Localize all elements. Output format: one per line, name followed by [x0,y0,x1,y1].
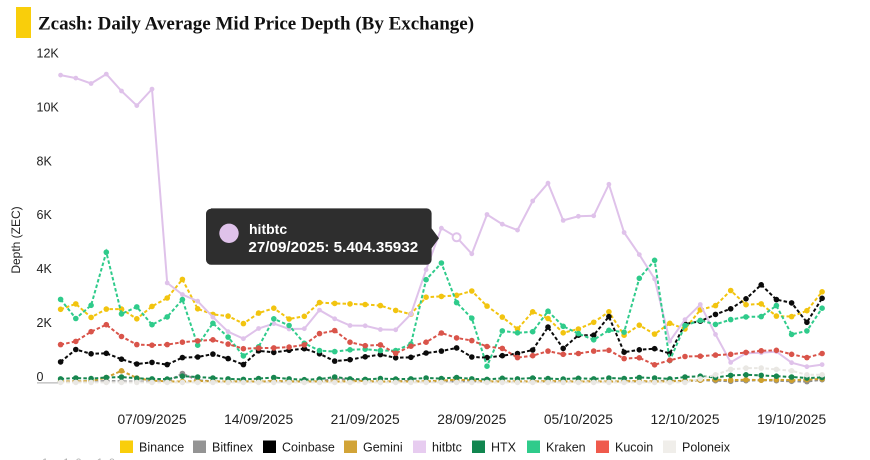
svg-text:Gemini: Gemini [363,440,403,454]
svg-text:HTX: HTX [491,440,517,454]
svg-text:hitbtc: hitbtc [432,440,462,454]
svg-text:1 . 1 0 . 1 0: 1 . 1 0 . 1 0 [42,457,117,460]
svg-text:2K: 2K [37,316,53,330]
svg-text:Depth (ZEC): Depth (ZEC) [9,206,23,273]
svg-text:12K: 12K [37,47,60,61]
svg-text:0: 0 [37,370,44,384]
svg-text:4K: 4K [37,262,53,276]
svg-text:14/09/2025: 14/09/2025 [224,412,293,427]
svg-text:6K: 6K [37,208,53,222]
svg-text:05/10/2025: 05/10/2025 [544,412,613,427]
svg-text:19/10/2025: 19/10/2025 [757,412,826,427]
svg-text:28/09/2025: 28/09/2025 [437,412,506,427]
svg-text:Poloneix: Poloneix [682,440,731,454]
svg-text:Bitfinex: Bitfinex [212,440,254,454]
svg-text:Kraken: Kraken [546,440,586,454]
svg-text:07/09/2025: 07/09/2025 [117,412,186,427]
svg-text:Binance: Binance [139,440,184,454]
svg-text:Kucoin: Kucoin [615,440,653,454]
svg-text:10K: 10K [37,100,60,114]
svg-text:12/10/2025: 12/10/2025 [650,412,719,427]
svg-text:hitbtc: hitbtc [249,221,287,237]
svg-text:21/09/2025: 21/09/2025 [331,412,400,427]
svg-text:8K: 8K [37,154,53,168]
svg-text:Zcash: Daily Average Mid Price: Zcash: Daily Average Mid Price Depth (By… [38,14,474,35]
svg-text:27/09/2025: 5.404.35932: 27/09/2025: 5.404.35932 [248,239,418,256]
svg-text:Coinbase: Coinbase [282,440,335,454]
